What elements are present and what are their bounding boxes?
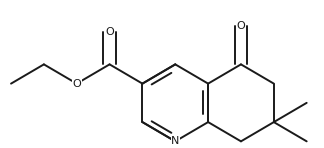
Text: O: O: [237, 21, 245, 31]
Text: N: N: [171, 136, 179, 146]
Text: O: O: [72, 79, 81, 89]
Text: O: O: [105, 27, 114, 37]
